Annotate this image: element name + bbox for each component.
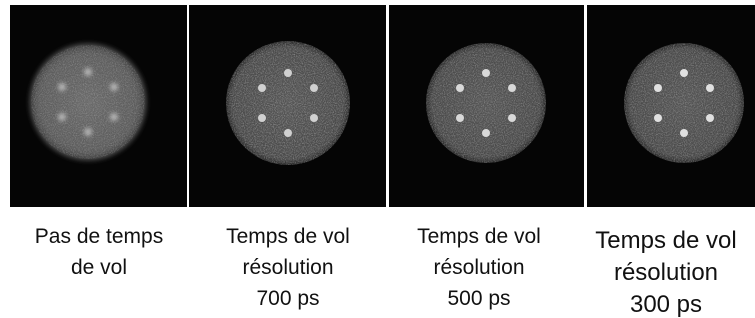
caption-line: Pas de temps [35,225,163,248]
image-panel [587,5,755,207]
caption-line: résolution [614,259,718,286]
image-panel [189,5,386,207]
image-panel [389,5,584,207]
caption-line: 500 ps [447,287,510,310]
caption-line: résolution [433,256,524,279]
figure: Pas de temps de vol Temps de vol résolut… [0,0,755,318]
caption-line: résolution [242,256,333,279]
caption-line: Temps de vol [226,225,350,248]
caption-line: Temps de vol [417,225,541,248]
caption-line: 700 ps [256,287,319,310]
caption-line: de vol [71,256,127,279]
caption-line: Temps de vol [595,227,736,254]
caption-line: 300 ps [630,291,702,318]
image-panel [10,5,187,207]
